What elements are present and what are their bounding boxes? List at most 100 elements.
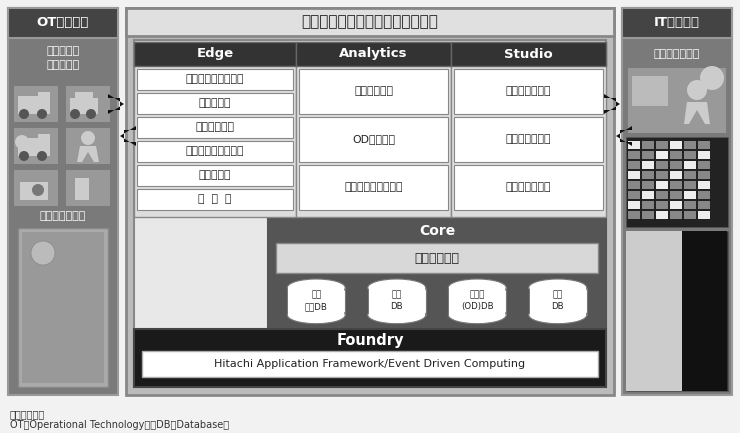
Bar (628, 211, 640, 219)
Circle shape (81, 131, 95, 145)
Bar (134, 42, 296, 66)
Bar (134, 40, 606, 387)
Bar (656, 171, 668, 179)
Bar (698, 151, 710, 159)
Ellipse shape (448, 279, 506, 296)
Bar (137, 69, 293, 90)
Bar (14, 170, 58, 206)
Bar (670, 191, 682, 199)
Bar (299, 117, 448, 162)
Bar (628, 201, 640, 209)
Circle shape (70, 109, 80, 119)
Text: OTアセット: OTアセット (37, 16, 90, 29)
Bar (8, 8, 118, 38)
Bar (698, 201, 710, 209)
Bar (684, 211, 696, 219)
Bar (454, 69, 603, 114)
Circle shape (19, 151, 29, 161)
Bar (632, 76, 668, 106)
Bar (670, 181, 682, 189)
Bar (684, 191, 696, 199)
Text: Studio: Studio (504, 48, 553, 61)
Bar (20, 182, 48, 200)
Bar (66, 128, 110, 164)
Bar (626, 231, 728, 391)
Bar (656, 161, 668, 169)
Bar (268, 219, 606, 327)
Ellipse shape (448, 306, 506, 324)
Bar (137, 141, 293, 162)
Bar (670, 161, 682, 169)
Bar (70, 98, 98, 114)
Text: 起終点
(OD)DB: 起終点 (OD)DB (461, 291, 494, 311)
Bar (642, 161, 654, 169)
Circle shape (687, 80, 707, 100)
Bar (622, 8, 732, 395)
Bar (628, 191, 640, 199)
Text: OT（Operational Technology）、DB（Database）: OT（Operational Technology）、DB（Database） (10, 420, 229, 430)
Polygon shape (120, 126, 136, 146)
Bar (137, 165, 293, 186)
Ellipse shape (287, 306, 346, 324)
Bar (299, 69, 448, 114)
Ellipse shape (529, 306, 587, 324)
Bar (656, 141, 668, 149)
Text: ・  ・  ・: ・ ・ ・ (198, 194, 232, 204)
Bar (134, 42, 296, 217)
Bar (626, 137, 728, 227)
Bar (698, 191, 710, 199)
Text: OD需要分析: OD需要分析 (352, 135, 395, 145)
Bar (66, 170, 110, 206)
Text: Foundry: Foundry (336, 333, 404, 349)
Polygon shape (616, 126, 632, 146)
Bar (134, 329, 606, 387)
Circle shape (31, 241, 55, 265)
Bar (75, 178, 89, 200)
Bar (38, 134, 50, 148)
Bar (646, 106, 654, 114)
Text: 匿名化処理: 匿名化処理 (199, 171, 231, 181)
Text: 交通状況可視化: 交通状況可視化 (505, 87, 551, 97)
Bar (14, 86, 58, 122)
Bar (628, 171, 640, 179)
Circle shape (37, 109, 47, 119)
Bar (628, 68, 726, 133)
Bar (126, 8, 614, 36)
Ellipse shape (287, 279, 346, 296)
Bar (684, 181, 696, 189)
Bar (622, 8, 732, 38)
Bar (75, 92, 93, 104)
Bar (684, 171, 696, 179)
Bar (38, 92, 50, 106)
Circle shape (15, 135, 29, 149)
Bar (656, 181, 668, 189)
Polygon shape (108, 94, 124, 114)
Bar (628, 181, 640, 189)
Bar (18, 96, 50, 114)
Bar (698, 141, 710, 149)
Bar (642, 181, 654, 189)
Bar (698, 181, 710, 189)
Polygon shape (77, 146, 99, 162)
Bar (288, 288, 344, 315)
Bar (698, 171, 710, 179)
Ellipse shape (529, 279, 587, 296)
Bar (18, 228, 108, 387)
Text: Edge: Edge (196, 48, 234, 61)
Text: Analytics: Analytics (339, 48, 408, 61)
Bar (299, 165, 448, 210)
Bar (530, 288, 586, 315)
Bar (628, 151, 640, 159)
Circle shape (32, 184, 44, 196)
Bar (698, 161, 710, 169)
Ellipse shape (368, 306, 425, 324)
Bar (454, 117, 603, 162)
Ellipse shape (368, 279, 425, 296)
Text: 挙動
DB: 挙動 DB (391, 291, 403, 311)
Text: ビジネスデータ: ビジネスデータ (654, 49, 700, 59)
Text: データレイク: データレイク (414, 252, 460, 265)
Polygon shape (684, 102, 710, 124)
Bar (18, 138, 50, 156)
Bar (628, 141, 640, 149)
Bar (642, 211, 654, 219)
